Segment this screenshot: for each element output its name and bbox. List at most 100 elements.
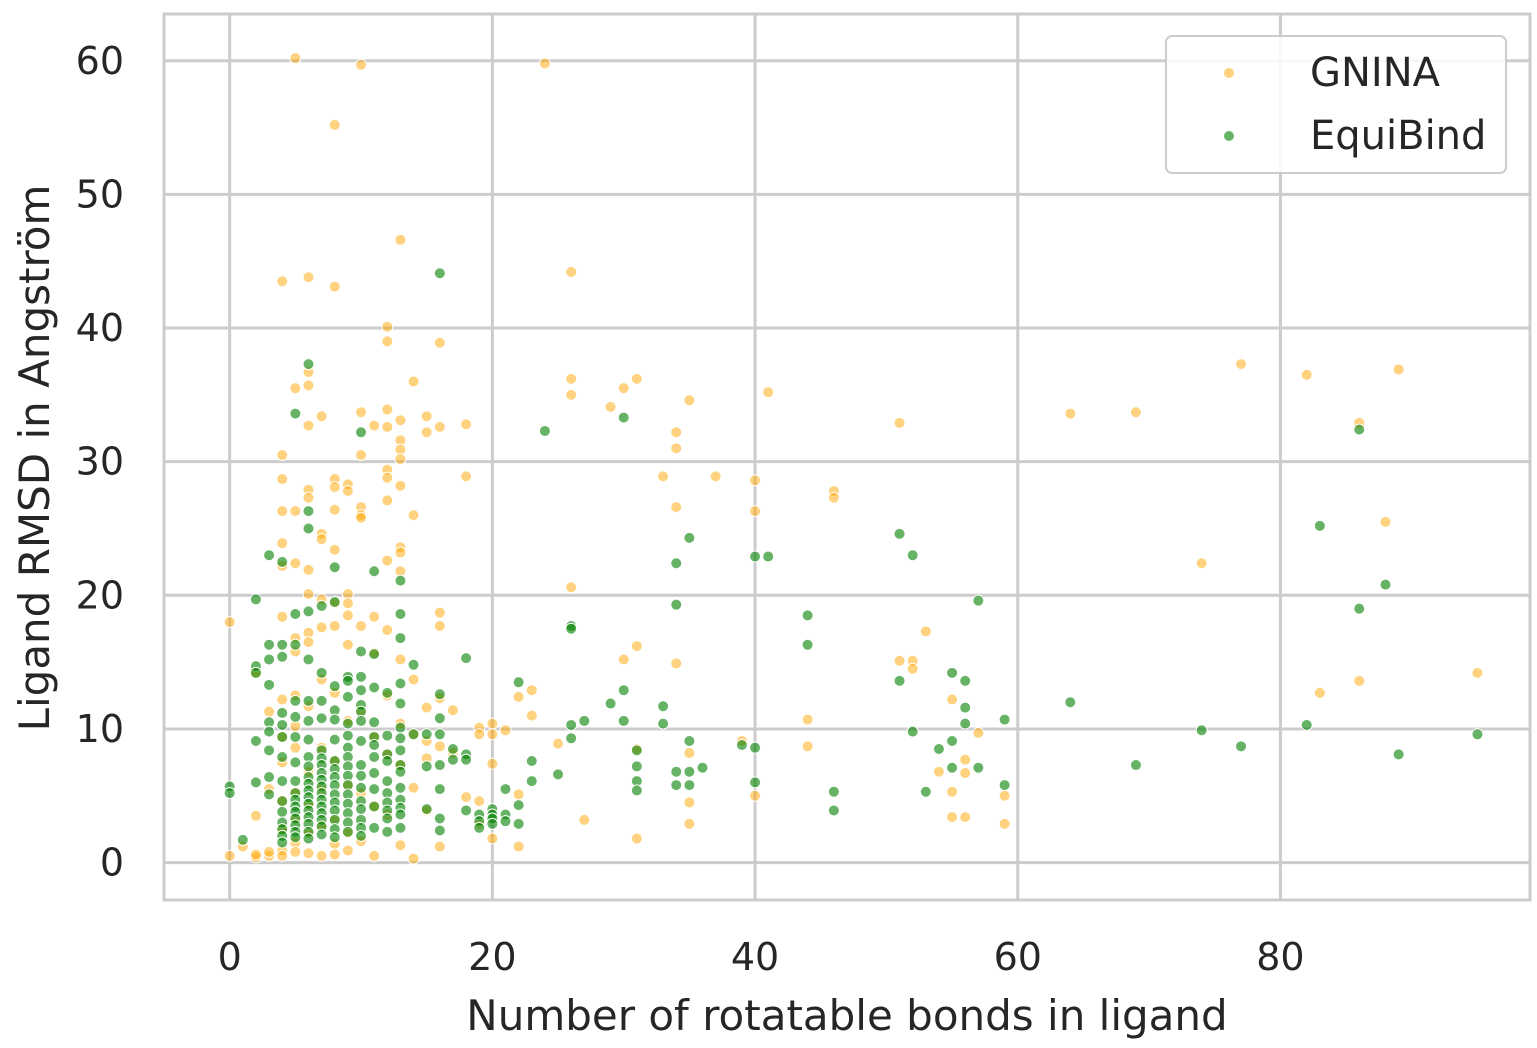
data-point	[1353, 674, 1366, 687]
data-point	[302, 587, 315, 600]
data-point	[328, 561, 341, 574]
data-point	[328, 595, 341, 608]
data-point	[381, 420, 394, 433]
data-point	[394, 546, 407, 559]
data-point	[394, 653, 407, 666]
data-point	[328, 118, 341, 131]
data-point	[630, 760, 643, 773]
data-point	[355, 769, 368, 782]
data-point	[1195, 724, 1208, 737]
data-point	[657, 470, 670, 483]
data-point	[276, 718, 289, 731]
data-point	[446, 704, 459, 717]
legend: GNINA EquiBind	[1165, 35, 1507, 174]
data-point	[289, 608, 302, 621]
data-point	[959, 767, 972, 780]
data-point	[381, 755, 394, 768]
data-point	[630, 784, 643, 797]
data-point	[617, 714, 630, 727]
y-tick-label: 40	[76, 306, 124, 350]
data-point	[801, 609, 814, 622]
data-point	[368, 716, 381, 729]
data-point	[341, 638, 354, 651]
data-point	[433, 840, 446, 853]
data-point	[604, 697, 617, 710]
data-points	[223, 52, 1484, 865]
data-point	[394, 732, 407, 745]
data-point	[276, 473, 289, 486]
data-point	[263, 845, 276, 858]
data-point	[328, 481, 341, 494]
data-point	[512, 840, 525, 853]
data-point	[263, 653, 276, 666]
data-point	[249, 666, 262, 679]
data-point	[486, 757, 499, 770]
data-point	[276, 849, 289, 862]
data-point	[368, 849, 381, 862]
data-point	[433, 688, 446, 701]
data-point	[302, 636, 315, 649]
data-point	[223, 616, 236, 629]
data-point	[302, 653, 315, 666]
data-point	[617, 411, 630, 424]
data-point	[670, 557, 683, 570]
data-point	[341, 609, 354, 622]
data-point	[394, 233, 407, 246]
data-point	[433, 712, 446, 725]
data-point	[328, 831, 341, 844]
data-point	[355, 829, 368, 842]
data-point	[381, 320, 394, 333]
data-point	[617, 684, 630, 697]
data-point	[315, 828, 328, 841]
data-point	[749, 505, 762, 518]
data-point	[368, 565, 381, 578]
data-point	[328, 543, 341, 556]
data-point	[749, 741, 762, 754]
data-point	[683, 747, 696, 760]
data-point	[1313, 686, 1326, 699]
data-point	[499, 724, 512, 737]
data-point	[972, 594, 985, 607]
data-point	[486, 817, 499, 830]
data-point	[827, 785, 840, 798]
data-point	[276, 505, 289, 518]
data-point	[263, 725, 276, 738]
data-point	[959, 811, 972, 824]
data-point	[1235, 358, 1248, 371]
data-point	[407, 658, 420, 671]
data-point	[394, 479, 407, 492]
y-tick-label: 30	[76, 440, 124, 484]
x-axis-label: Number of rotatable bonds in ligand	[466, 991, 1227, 1040]
data-point	[420, 701, 433, 714]
data-point	[1129, 406, 1142, 419]
data-point	[289, 741, 302, 754]
data-point	[565, 622, 578, 635]
data-point	[1471, 666, 1484, 679]
data-point	[394, 821, 407, 834]
legend-box	[1165, 35, 1507, 174]
data-point	[263, 549, 276, 562]
data-point	[302, 733, 315, 746]
data-point	[355, 714, 368, 727]
data-point	[394, 453, 407, 466]
data-point	[407, 852, 420, 865]
data-point	[959, 674, 972, 687]
data-point	[315, 533, 328, 546]
data-point	[394, 574, 407, 587]
data-point	[670, 779, 683, 792]
data-point	[578, 813, 591, 826]
data-point	[289, 756, 302, 769]
data-point	[276, 836, 289, 849]
data-point	[473, 795, 486, 808]
data-point	[407, 509, 420, 522]
data-point	[1064, 696, 1077, 709]
data-point	[315, 849, 328, 862]
data-point	[446, 742, 459, 755]
data-point	[565, 718, 578, 731]
data-point	[446, 753, 459, 766]
data-point	[276, 448, 289, 461]
data-point	[407, 375, 420, 388]
data-point	[368, 767, 381, 780]
data-point	[1392, 748, 1405, 761]
